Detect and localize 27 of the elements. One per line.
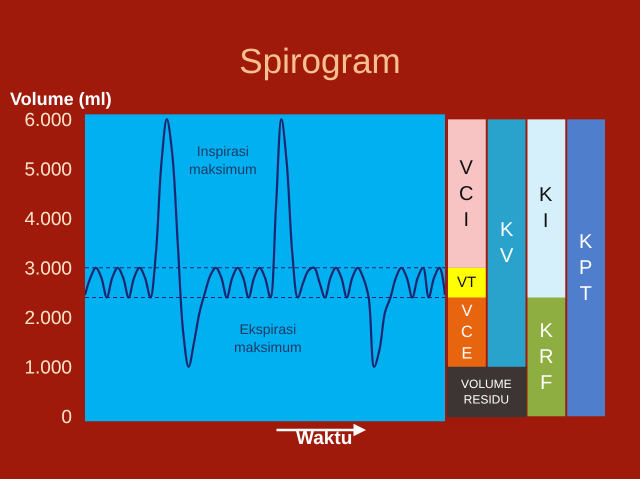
- bar: [488, 119, 526, 367]
- y-tick-label: 1.000: [24, 357, 72, 378]
- series-label: VCI: [459, 157, 474, 231]
- y-tick-label: 6.000: [24, 110, 72, 132]
- series-label: KV: [500, 219, 514, 267]
- y-tick-label: 2.000: [24, 308, 72, 329]
- bar: [527, 297, 566, 416]
- series-label: KRF: [539, 320, 554, 394]
- y-axis-title: Volume (ml): [10, 89, 112, 109]
- series-label: KPT: [579, 231, 593, 305]
- y-tick-label: 5.000: [24, 159, 72, 180]
- bar: [448, 268, 486, 298]
- y-tick-label: 3.000: [24, 258, 72, 280]
- bar: [527, 119, 566, 298]
- series-label: VOLUME RESIDU: [461, 377, 512, 407]
- x-axis-title: Waktu: [296, 428, 352, 449]
- bar: [567, 119, 606, 416]
- series-label: VCE: [461, 302, 473, 362]
- bar: [448, 119, 486, 268]
- y-tick-label: 0: [61, 406, 72, 428]
- series-label: VT: [457, 274, 476, 291]
- y-tick-label: 4.000: [24, 208, 72, 230]
- series-label: KI: [539, 184, 553, 232]
- annotation: Inspirasi maksimum: [189, 143, 257, 178]
- annotation: Ekspirasi maksimum: [234, 321, 302, 356]
- bar: [448, 297, 486, 367]
- chart-title: Spirogram: [239, 42, 401, 81]
